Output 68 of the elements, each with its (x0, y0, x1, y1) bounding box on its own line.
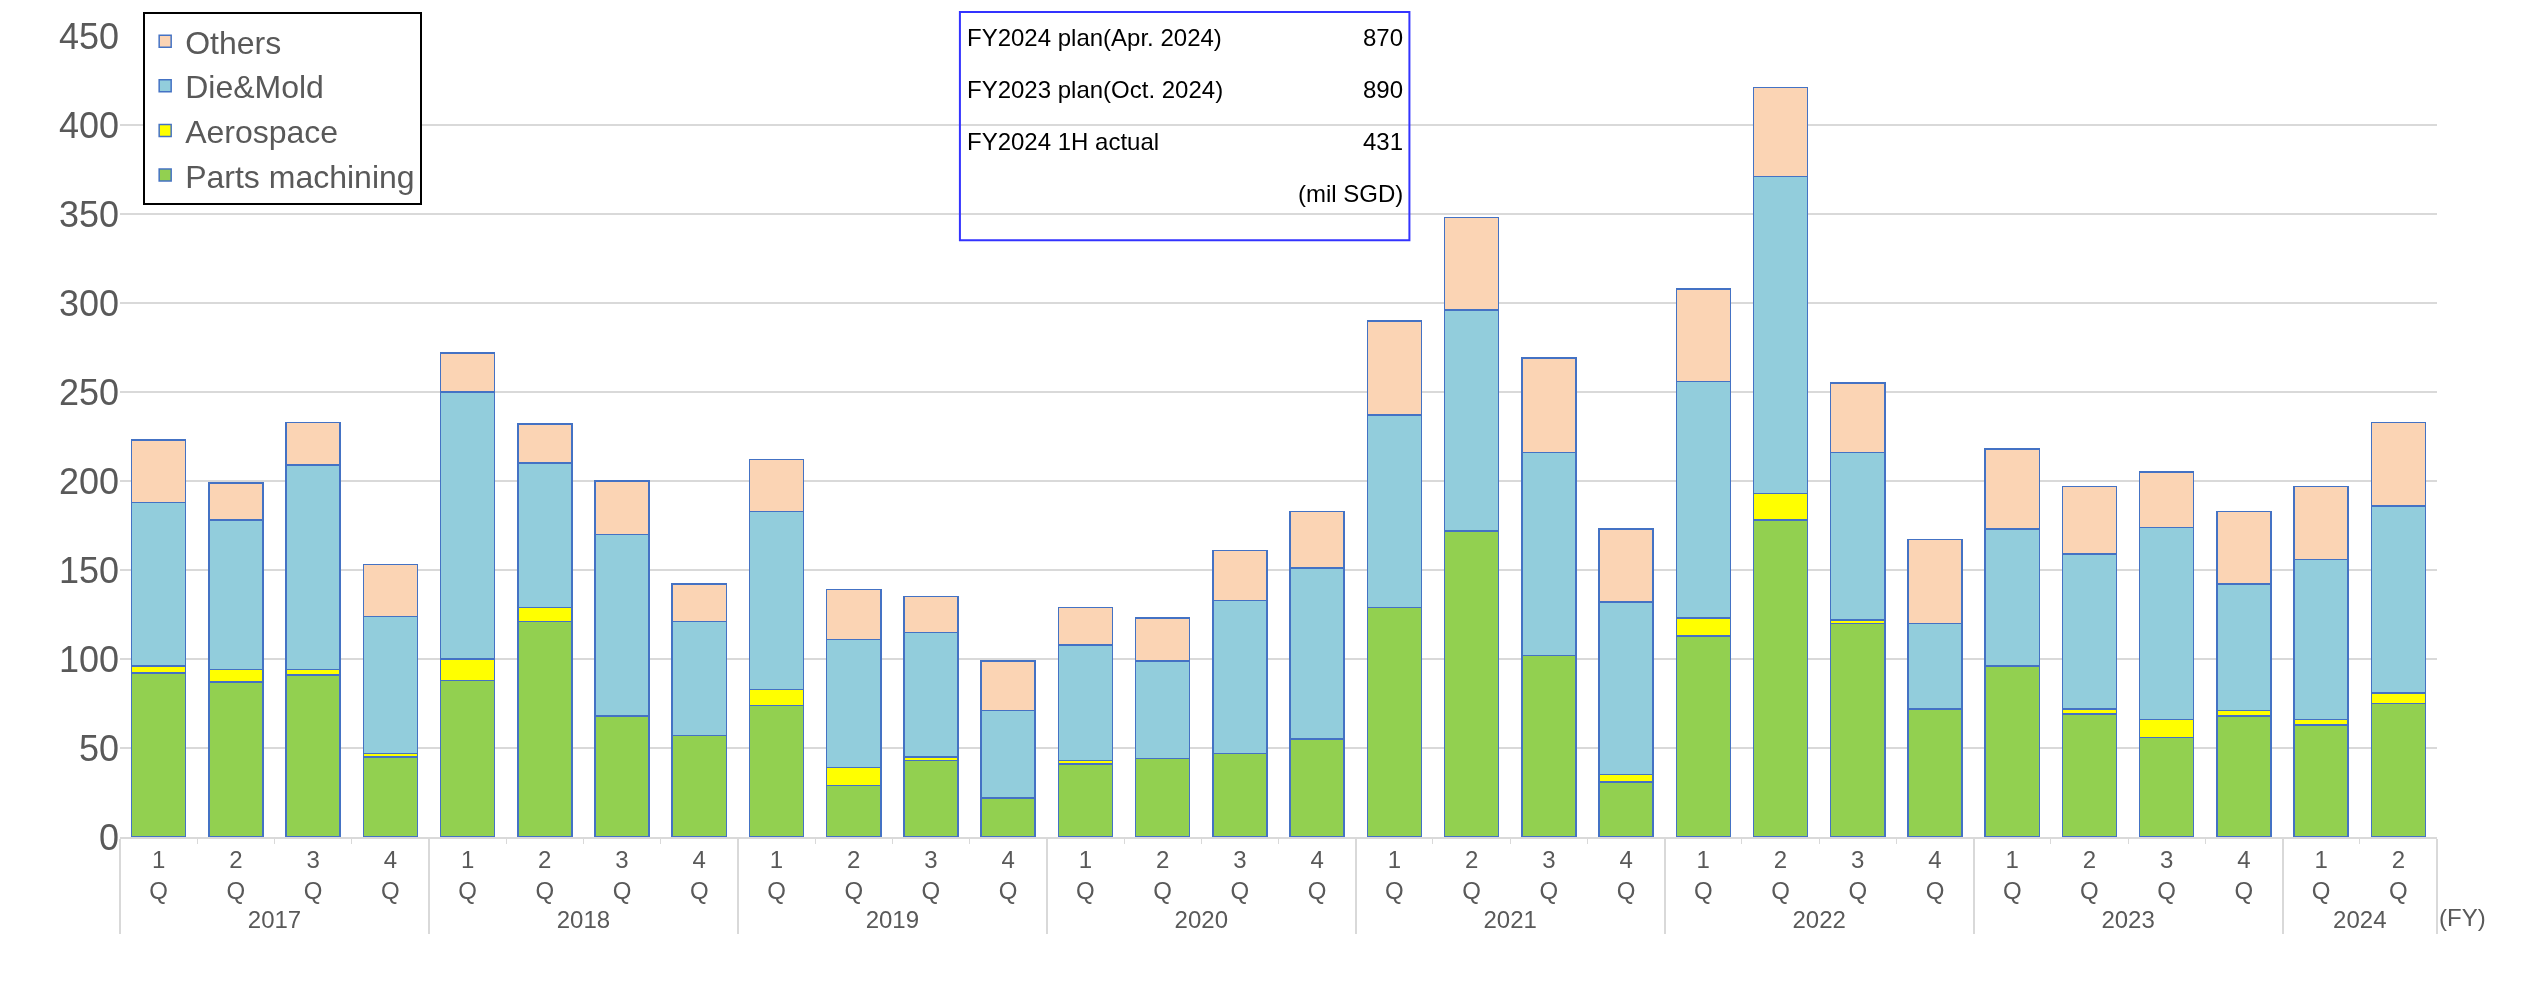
x-tick-label: 1 Q (2002, 845, 2022, 904)
text: 2021 (1483, 906, 1537, 933)
x-tick-label: 2 Q (2080, 845, 2099, 904)
x-tick-label: 4 Q (689, 845, 709, 904)
text: 2024 (2333, 906, 2387, 933)
annotation: 431 (1363, 128, 1404, 155)
text: 2019 (865, 906, 920, 933)
annotation: (mil SGD) (1298, 180, 1404, 207)
x-tick-label: 3 Q (921, 845, 941, 904)
y-tick-label: 200 (58, 460, 119, 502)
x-tick-label: 3 Q (1848, 845, 1868, 904)
x-tick-label: 2 Q (844, 845, 864, 904)
x-tick-label: 1 Q (767, 845, 786, 904)
x-tick-label: 1 Q (149, 845, 168, 904)
legend-label: Parts machining (185, 158, 415, 195)
bar (1057, 763, 1114, 837)
x-tick-label: 1 Q (1693, 845, 1713, 904)
y-tick-label: 100 (58, 638, 119, 680)
bar (1829, 622, 1886, 837)
legend-label: Aerospace (185, 113, 339, 150)
x-tick-label: 2 Q (226, 845, 246, 904)
bar (903, 759, 959, 837)
x-tick-label: 3 Q (303, 845, 323, 904)
x-tick-label: 4 Q (1307, 845, 1327, 904)
annotation: FY2024 1H actual (967, 128, 1160, 155)
text: 2018 (556, 906, 611, 933)
x-tick-label: 3 Q (2157, 845, 2177, 904)
x-tick-label: 1 Q (458, 845, 477, 904)
y-tick-label: 250 (58, 371, 119, 413)
y-tick-label: 0 (98, 816, 119, 858)
x-tick-label: 3 Q (1230, 845, 1250, 904)
x-tick-label: 2 Q (1462, 845, 1481, 904)
bar (2293, 724, 2349, 837)
y-tick-label: 50 (78, 727, 119, 769)
y-tick-label: 450 (58, 15, 119, 57)
y-tick-label: 350 (58, 193, 119, 235)
annotation: FY2023 plan(Oct. 2024) (967, 76, 1224, 103)
bar (285, 674, 341, 837)
bar (2061, 713, 2118, 837)
annotation: FY2024 plan(Apr. 2024) (967, 24, 1222, 51)
x-tick-label: 2 Q (2389, 845, 2408, 904)
annotation: 890 (1363, 76, 1404, 103)
bar (2216, 715, 2272, 837)
x-tick-label: 2 Q (1153, 845, 1172, 904)
x-tick-label: 4 Q (1616, 845, 1636, 904)
x-tick-label: 3 Q (1539, 845, 1559, 904)
text: 2020 (1174, 906, 1228, 933)
bar (362, 756, 419, 837)
text: 2023 (2101, 906, 2155, 933)
annotation: 870 (1363, 24, 1404, 51)
text: (FY) (2439, 904, 2486, 931)
x-tick-label: 4 Q (2234, 845, 2254, 904)
x-tick-label: 1 Q (1076, 845, 1095, 904)
y-tick-label: 150 (58, 549, 119, 591)
x-tick-label: 1 Q (1385, 845, 1404, 904)
x-tick-label: 1 Q (2311, 845, 2331, 904)
text: 2017 (247, 906, 302, 933)
legend-label: Others (185, 24, 282, 61)
x-tick-label: 3 Q (612, 845, 632, 904)
text: 2022 (1792, 906, 1846, 933)
y-tick-label: 300 (58, 282, 119, 324)
y-tick-label: 400 (58, 104, 119, 146)
x-tick-label: 2 Q (535, 845, 555, 904)
x-tick-label: 2 Q (1771, 845, 1790, 904)
legend-label: Die&Mold (185, 69, 324, 106)
x-tick-label: 4 Q (380, 845, 400, 904)
x-tick-label: 4 Q (998, 845, 1018, 904)
x-tick-label: 4 Q (1925, 845, 1945, 904)
